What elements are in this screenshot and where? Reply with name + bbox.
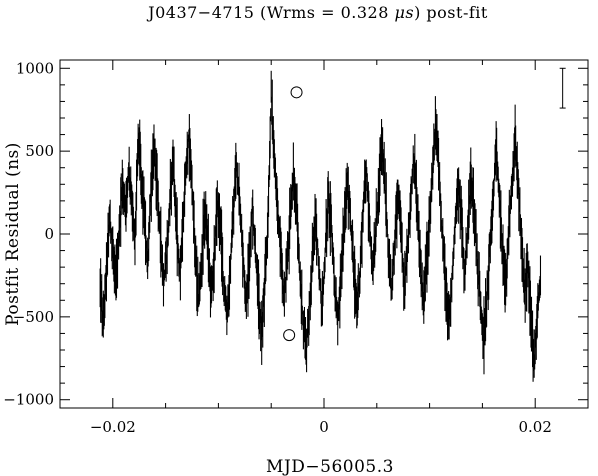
y-tick-label: 1000 [16, 59, 54, 77]
y-axis-label: Postfit Residual (ns) [3, 142, 23, 326]
x-tick-label: −0.02 [90, 418, 136, 436]
x-tick-label: 0 [319, 418, 329, 436]
y-tick-label: 0 [44, 225, 54, 243]
axis-ticks [59, 60, 589, 408]
x-tick-label: 0.02 [518, 418, 551, 436]
highlighted-markers [283, 86, 303, 342]
chart-title-suffix: ) post-fit [414, 3, 488, 22]
residual-points [99, 70, 542, 382]
y-tick-label: −500 [13, 308, 54, 326]
highlighted-point-circle [290, 86, 303, 99]
chart-title-unit: μs [394, 3, 414, 22]
y-tick-label: −1000 [3, 391, 54, 409]
chart-title: J0437−4715 (Wrms = 0.328 μs) post-fit [146, 3, 488, 22]
x-axis-label: MJD−56005.3 [266, 457, 394, 476]
chart-title-prefix: J0437−4715 (Wrms = 0.328 [146, 3, 394, 22]
error-bar [559, 67, 566, 109]
y-tick-label: 500 [25, 142, 54, 160]
tick-labels: −0.02 0 0.02 −1000 −500 0 500 1000 [3, 59, 552, 436]
highlighted-point-circle [283, 329, 296, 342]
